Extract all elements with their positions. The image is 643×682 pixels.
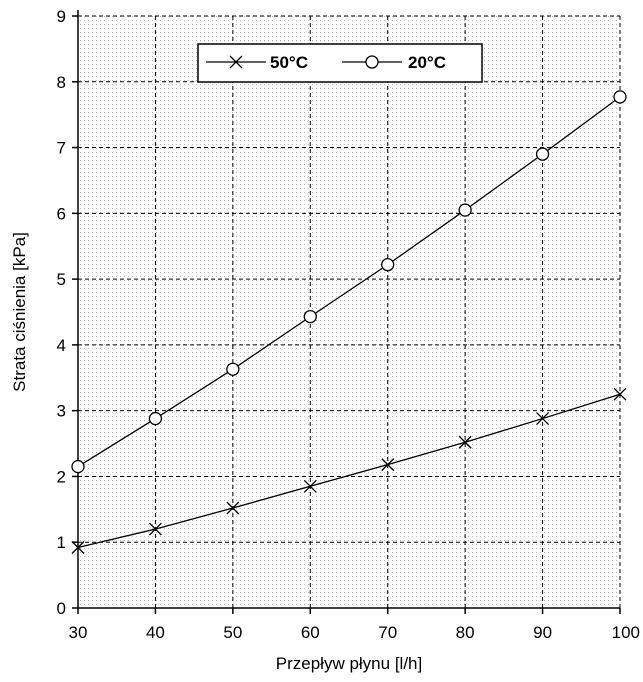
y-tick-label: 2 (57, 467, 66, 486)
legend-label-50: 50°C (270, 53, 308, 72)
data-point-circle (303, 309, 317, 324)
y-axis-title: Strata ciśnienia [kPa] (10, 232, 29, 392)
y-tick-label: 0 (57, 599, 66, 618)
data-point-x (381, 458, 395, 472)
x-tick-label: 100 (612, 623, 640, 642)
legend-box (197, 43, 483, 83)
y-tick-label: 8 (57, 73, 66, 92)
data-point-x (458, 435, 472, 449)
x-tick-label: 50 (223, 623, 242, 642)
legend: 50°C 20°C (197, 43, 483, 83)
y-tick-label: 7 (57, 139, 66, 158)
x-tick-label: 60 (301, 623, 320, 642)
legend-x-marker (229, 55, 243, 69)
x-tick-label: 30 (69, 623, 88, 642)
x-axis-title: Przepływ płynu [l/h] (276, 654, 422, 673)
y-tick-label: 5 (57, 270, 66, 289)
y-tick-label: 9 (57, 7, 66, 26)
data-point-x (303, 479, 317, 493)
series-layer (71, 90, 627, 554)
data-point-circle (613, 90, 627, 104)
grid (78, 15, 621, 608)
x-tick-label: 70 (378, 623, 397, 642)
data-point-circle (148, 411, 163, 426)
data-point-circle (381, 257, 395, 272)
data-point-x (148, 522, 162, 536)
data-point-circle (535, 147, 550, 161)
y-tick-label: 1 (57, 533, 66, 552)
data-point-x (71, 541, 85, 554)
data-point-circle (71, 459, 85, 474)
legend-label-20: 20°C (408, 53, 446, 72)
series-line-0 (77, 393, 621, 549)
series-line-1 (77, 96, 621, 468)
data-point-x (536, 412, 550, 426)
legend-circle-marker (365, 55, 379, 69)
x-tick-label: 40 (146, 623, 165, 642)
data-point-circle (226, 362, 240, 376)
x-tick-label: 90 (533, 623, 552, 642)
y-tick-label: 4 (57, 336, 66, 355)
data-point-x (613, 387, 627, 401)
tick-labels: 0 1 2 3 4 5 6 7 8 9 30 40 50 60 70 80 90 100 (57, 7, 640, 642)
data-point-x (226, 501, 240, 515)
data-point-circle (458, 203, 472, 217)
x-tick-label: 80 (456, 623, 475, 642)
axes (72, 10, 621, 614)
plot-area (78, 16, 620, 608)
y-tick-label: 6 (57, 204, 66, 223)
y-tick-label: 3 (57, 402, 66, 421)
